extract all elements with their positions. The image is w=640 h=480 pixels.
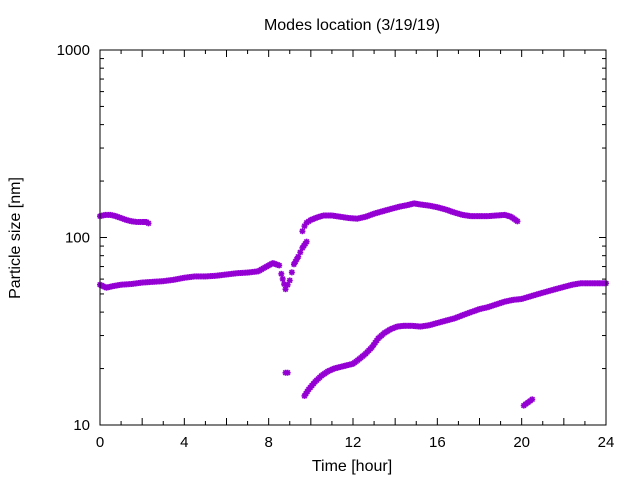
x-tick-label: 16 — [429, 434, 446, 451]
data-point — [529, 396, 536, 403]
x-tick-label: 24 — [598, 434, 615, 451]
data-point — [288, 269, 295, 276]
chart-title: Modes location (3/19/19) — [264, 17, 440, 34]
x-axis-ticks: 0 4 8 12 16 20 24 — [96, 50, 615, 451]
data-point — [286, 277, 293, 284]
data-point — [278, 270, 285, 277]
x-tick-label: 8 — [264, 434, 272, 451]
x-tick-label: 0 — [96, 434, 104, 451]
y-tick-label: 10 — [73, 417, 90, 434]
data-point — [514, 218, 521, 225]
data-point — [279, 275, 286, 282]
x-tick-label: 4 — [180, 434, 188, 451]
x-tick-label: 20 — [513, 434, 530, 451]
data-point — [303, 238, 310, 245]
y-axis-ticks: 10 100 1000 — [57, 42, 606, 434]
plot-frame — [99, 49, 607, 426]
x-axis-label: Time [hour] — [312, 458, 392, 475]
data-point — [299, 228, 306, 235]
y-tick-label: 100 — [65, 230, 90, 247]
data-point — [145, 220, 152, 227]
data-point — [284, 369, 291, 376]
x-tick-label: 12 — [345, 434, 362, 451]
y-tick-label: 1000 — [57, 42, 90, 59]
points-layer — [97, 200, 609, 409]
data-point — [276, 262, 283, 269]
y-axis-label: Particle size [nm] — [7, 177, 24, 299]
